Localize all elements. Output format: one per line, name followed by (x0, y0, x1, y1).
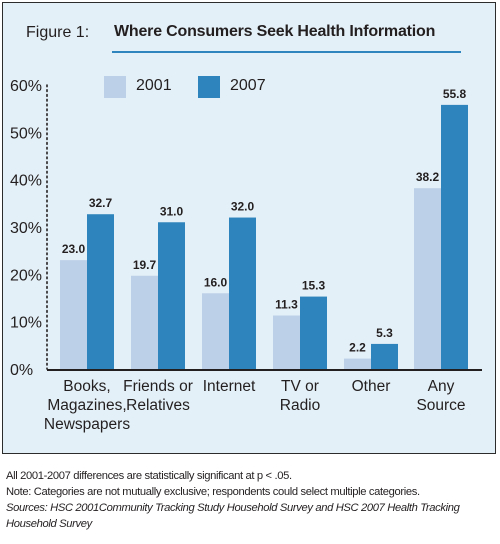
x-tick-label: Newspapers (44, 416, 130, 433)
data-label: 19.7 (133, 258, 157, 272)
x-tick-label: Any (428, 378, 455, 395)
data-label: 5.3 (376, 326, 393, 340)
data-label: 32.7 (89, 196, 113, 210)
x-tick-label: Other (352, 378, 391, 395)
bar-2007-2 (229, 217, 256, 369)
legend-label-2007: 2007 (230, 77, 266, 94)
y-tick-label: 0% (10, 362, 33, 379)
bar-2001-4 (344, 358, 371, 369)
bar-2001-5 (414, 188, 441, 369)
x-tick-label: Magazines, (47, 397, 126, 414)
bar-2001-1 (131, 275, 158, 369)
bar-chart: 0% 10% 20% 30% 40% 50% 60% 23.0 19.7 16.0 11.3 2.2 3… (10, 78, 482, 433)
significance-note: All 2001-2007 differences are statistica… (6, 470, 292, 482)
y-tick-label: 60% (10, 78, 42, 95)
bar-2001-3 (273, 315, 300, 369)
title-rule (112, 51, 461, 53)
x-tick-label: Relatives (126, 397, 190, 414)
y-tick-label: 40% (10, 173, 42, 190)
categories-note: Note: Categories are not mutually exclus… (6, 486, 420, 498)
bar-2007-5 (441, 104, 468, 369)
data-label: 32.0 (231, 200, 255, 214)
x-tick-label: Source (416, 397, 465, 414)
x-tick-label: Radio (280, 397, 321, 414)
x-tick-label: Friends or (123, 378, 193, 395)
legend-swatch-2007 (198, 76, 220, 98)
data-label: 23.0 (62, 242, 86, 256)
sources-note: Sources: HSC 2001Community Tracking Stud… (6, 502, 460, 530)
data-label: 31.0 (160, 204, 184, 218)
legend-label-2001: 2001 (136, 77, 172, 94)
data-label: 2.2 (349, 341, 366, 355)
bar-2007-0 (87, 214, 114, 369)
data-label: 38.2 (416, 170, 440, 184)
bar-2007-4 (371, 343, 398, 369)
bar-2007-3 (300, 296, 327, 369)
figure-label: Figure 1: (26, 24, 90, 41)
data-label: 16.0 (204, 275, 228, 289)
data-label: 55.8 (443, 87, 467, 101)
x-tick-label: Books, (63, 378, 110, 395)
chart-title: Where Consumers Seek Health Information (114, 23, 436, 40)
y-tick-label: 30% (10, 220, 42, 237)
legend: 2001 2007 (104, 76, 284, 98)
y-tick-label: 20% (10, 267, 42, 284)
x-tick-label: TV or (281, 378, 319, 395)
y-tick-label: 50% (10, 125, 42, 142)
bar-2001-0 (60, 260, 87, 369)
data-label: 15.3 (302, 279, 326, 293)
y-tick-label: 10% (10, 315, 42, 332)
bar-2001-2 (202, 293, 229, 369)
bar-2007-1 (158, 222, 185, 369)
legend-swatch-2001 (104, 76, 126, 98)
figure-notes: All 2001-2007 differences are statistica… (6, 468, 496, 532)
data-label: 11.3 (275, 298, 298, 312)
x-tick-label: Internet (203, 378, 256, 395)
